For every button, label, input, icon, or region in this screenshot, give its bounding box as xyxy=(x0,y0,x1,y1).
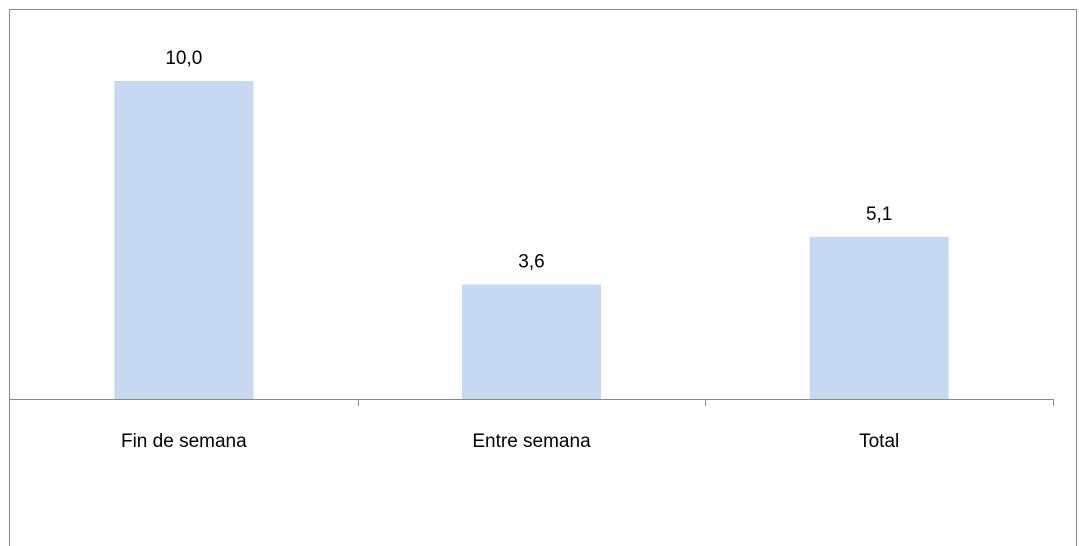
x-tick-label-3: Total xyxy=(859,431,899,452)
bar-3 xyxy=(809,236,949,399)
x-tick-label-1: Fin de semana xyxy=(121,431,247,452)
bar-2 xyxy=(462,284,601,399)
data-label-1: 10,0 xyxy=(165,48,202,69)
x-tick-label-2: Entre semana xyxy=(472,431,591,452)
x-tick-labels-group: Fin de semana Entre semana Total xyxy=(121,431,899,452)
data-labels-group: 10,0 3,6 5,1 xyxy=(165,48,892,273)
bar-1 xyxy=(114,81,254,399)
data-label-3: 5,1 xyxy=(866,204,892,225)
bars-group xyxy=(114,81,949,399)
chart-frame xyxy=(9,9,1077,546)
x-axis-ticks xyxy=(358,399,1054,406)
data-label-2: 3,6 xyxy=(518,252,544,273)
